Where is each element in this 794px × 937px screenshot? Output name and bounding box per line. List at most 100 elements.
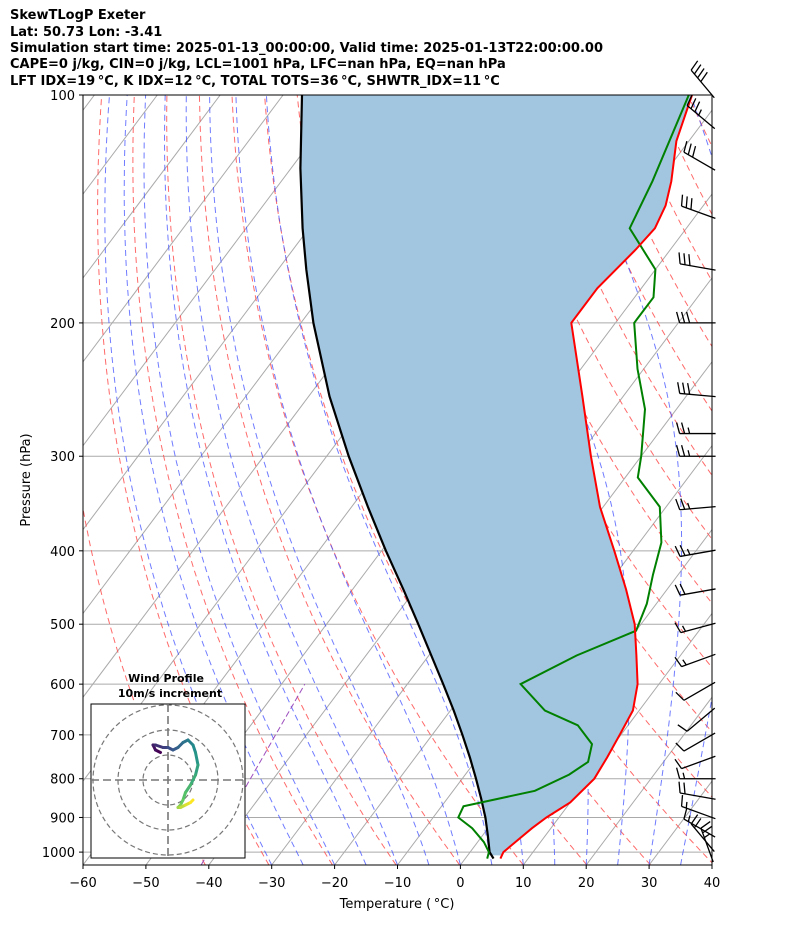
barb-staff (679, 588, 716, 596)
barb-staff (683, 818, 716, 838)
barb-staff (686, 707, 716, 732)
barb-flag (693, 64, 702, 75)
wind-barb (678, 781, 716, 800)
wind-barb (690, 60, 715, 99)
isotherm-line (83, 95, 284, 363)
barb-flag (690, 98, 697, 109)
barb-half-flag (686, 548, 691, 555)
dry-adiabat-line (83, 505, 206, 865)
isotherm-line (711, 864, 712, 865)
barb-flag (674, 622, 682, 633)
barb-flag (683, 140, 688, 153)
barb-flag (677, 382, 681, 394)
barb-flag (688, 254, 691, 266)
moist-adiabat-line (711, 862, 712, 865)
wind-barb (677, 707, 716, 732)
wind-barb (686, 94, 716, 130)
moist-adiabat-line (472, 95, 630, 865)
chart-title: SkewTLogP Exeter (10, 8, 146, 23)
wind-barb (677, 382, 716, 398)
moist-adiabat-line (235, 95, 461, 865)
barb-flag (675, 422, 681, 434)
x-tick-label: −20 (321, 876, 348, 891)
barb-half-flag (687, 502, 691, 510)
barb-staff (679, 549, 716, 558)
hodograph-segment (194, 751, 200, 767)
location-text: Lat: 50.73 Lon: -3.41 (10, 25, 163, 40)
y-tick-label: 300 (50, 450, 75, 465)
parcel-profile-line (299, 95, 495, 860)
barb-staff (679, 263, 716, 271)
x-tick-label: −30 (258, 876, 285, 891)
dry-adiabat-line (132, 95, 333, 865)
y-ticks: 1000 900 800 700 600 500 400 300 200 100 (42, 89, 83, 861)
barb-flag (685, 196, 688, 208)
indices-text: LFT IDX=19 °C, K IDX=12 °C, TOTAL TOTS=3… (10, 74, 500, 89)
y-tick-label: 1000 (42, 846, 75, 861)
y-tick-label: 800 (50, 773, 75, 788)
barb-flag (680, 194, 684, 207)
barb-flag (690, 814, 699, 825)
barb-staff (683, 681, 716, 701)
wind-barb (675, 311, 716, 324)
x-tick-label: −40 (195, 876, 222, 891)
isotherm-line (83, 95, 95, 112)
hodograph-subtitle: 10m/s increment (118, 687, 222, 700)
barb-staff (681, 653, 716, 668)
barb-staff (690, 69, 715, 99)
barb-flag (680, 498, 686, 510)
barb-flag (678, 781, 681, 794)
moist-adiabat-line (163, 95, 367, 865)
barb-flag (687, 382, 691, 395)
barb-flag (690, 60, 699, 71)
wind-barb (675, 422, 716, 435)
barb-flag (675, 742, 685, 752)
wind-barb (674, 755, 716, 770)
wind-barb (675, 732, 716, 752)
barb-flag (674, 758, 683, 769)
x-tick-label: 10 (515, 876, 532, 891)
cape-text: CAPE=0 j/kg, CIN=0 j/kg, LCL=1001 hPa, L… (10, 57, 506, 72)
dry-adiabat-line (721, 95, 794, 865)
barb-half-flag (682, 772, 686, 779)
barb-staff (679, 792, 716, 800)
hodograph-segment (184, 783, 192, 794)
barb-flag (680, 445, 686, 457)
barb-staff (686, 105, 716, 130)
barb-staff (681, 205, 716, 220)
barb-flag (675, 767, 681, 779)
dry-adiabat-line (524, 95, 712, 477)
barb-flag (690, 198, 693, 210)
moist-adiabat-line (680, 95, 712, 865)
barb-staff (683, 151, 716, 171)
y-tick-label: 700 (50, 729, 75, 744)
x-axis-label: Temperature ( °C) (339, 897, 455, 912)
time-text: Simulation start time: 2025-01-13_00:00:… (10, 41, 603, 56)
barb-flag (682, 382, 686, 395)
barb-flag (680, 794, 684, 807)
x-tick-label: 30 (641, 876, 658, 891)
wind-barb (678, 252, 716, 271)
barb-flag (680, 422, 686, 434)
barb-flag (675, 498, 681, 510)
temperature-line (499, 95, 693, 860)
barb-half-flag (685, 801, 688, 809)
barb-flag (700, 71, 708, 83)
wind-barb (683, 807, 716, 838)
dry-adiabat-line (687, 95, 712, 148)
isotherm-line (775, 95, 794, 865)
barb-half-flag (687, 815, 691, 822)
x-ticks: −60 −50 −40 −30 −20 −10 0 10 20 30 40 (69, 865, 720, 891)
wind-barb (700, 821, 714, 863)
barb-flag (694, 101, 701, 113)
barb-flag (683, 807, 688, 820)
x-tick-label: 0 (456, 876, 464, 891)
barb-staff (679, 505, 716, 511)
dewpoint-line (457, 95, 690, 859)
barb-flag (700, 821, 711, 829)
isotherm-line (585, 696, 712, 865)
barb-flag (683, 782, 686, 794)
y-tick-label: 900 (50, 811, 75, 826)
isotherm-line (83, 95, 221, 279)
